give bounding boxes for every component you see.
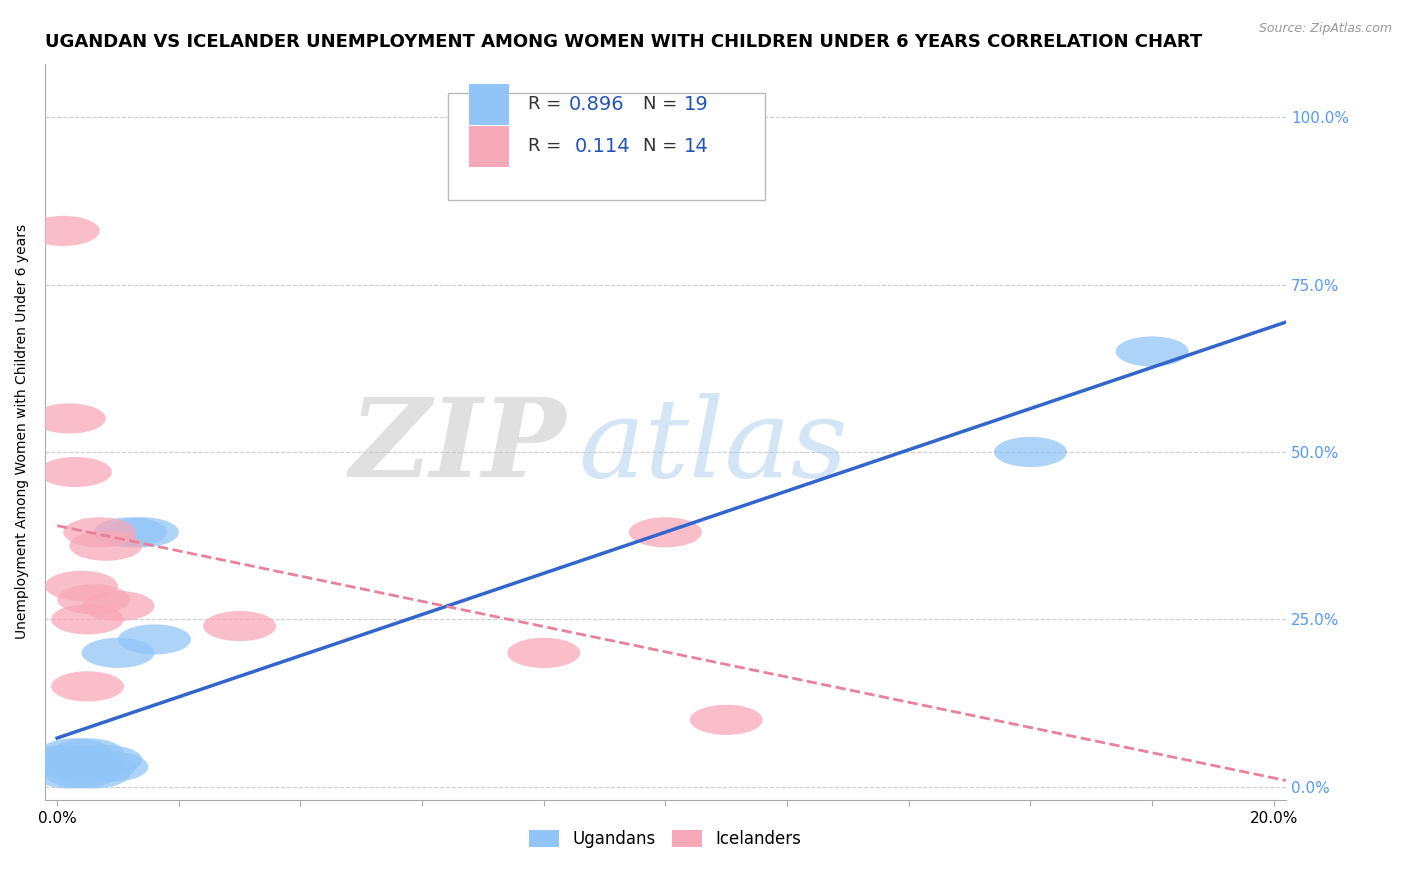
- Ellipse shape: [58, 758, 131, 789]
- FancyBboxPatch shape: [449, 93, 765, 200]
- Ellipse shape: [508, 638, 581, 668]
- Legend: Ugandans, Icelanders: Ugandans, Icelanders: [523, 823, 808, 855]
- Text: 19: 19: [685, 95, 709, 114]
- Ellipse shape: [1115, 336, 1188, 367]
- Ellipse shape: [58, 584, 131, 615]
- Text: 0.896: 0.896: [568, 95, 624, 114]
- Ellipse shape: [69, 531, 142, 561]
- Ellipse shape: [51, 604, 124, 634]
- Text: R =: R =: [527, 95, 567, 113]
- Ellipse shape: [202, 611, 276, 641]
- Ellipse shape: [32, 758, 105, 789]
- Ellipse shape: [82, 591, 155, 621]
- Text: 14: 14: [685, 136, 709, 156]
- Text: atlas: atlas: [579, 392, 848, 500]
- Ellipse shape: [118, 624, 191, 655]
- Ellipse shape: [82, 638, 155, 668]
- Ellipse shape: [63, 752, 136, 781]
- Ellipse shape: [994, 437, 1067, 467]
- Ellipse shape: [690, 705, 763, 735]
- FancyBboxPatch shape: [470, 84, 509, 125]
- Ellipse shape: [69, 745, 142, 775]
- Text: N =: N =: [643, 95, 683, 113]
- Text: UGANDAN VS ICELANDER UNEMPLOYMENT AMONG WOMEN WITH CHILDREN UNDER 6 YEARS CORREL: UGANDAN VS ICELANDER UNEMPLOYMENT AMONG …: [45, 33, 1202, 51]
- Ellipse shape: [27, 745, 100, 775]
- Ellipse shape: [63, 517, 136, 548]
- Text: N =: N =: [643, 137, 683, 155]
- Text: 0.114: 0.114: [575, 136, 630, 156]
- Ellipse shape: [45, 745, 118, 775]
- Text: Source: ZipAtlas.com: Source: ZipAtlas.com: [1258, 22, 1392, 36]
- Text: R =: R =: [527, 137, 572, 155]
- Ellipse shape: [39, 739, 112, 768]
- Ellipse shape: [628, 517, 702, 548]
- Ellipse shape: [39, 752, 112, 781]
- Ellipse shape: [27, 216, 100, 246]
- Ellipse shape: [51, 739, 124, 768]
- Ellipse shape: [51, 752, 124, 781]
- Ellipse shape: [45, 571, 118, 601]
- Ellipse shape: [76, 752, 149, 781]
- FancyBboxPatch shape: [470, 126, 509, 167]
- Ellipse shape: [45, 758, 118, 789]
- Ellipse shape: [32, 403, 105, 434]
- Y-axis label: Unemployment Among Women with Children Under 6 years: Unemployment Among Women with Children U…: [15, 224, 30, 640]
- Ellipse shape: [32, 745, 105, 775]
- Ellipse shape: [105, 517, 179, 548]
- Ellipse shape: [94, 517, 167, 548]
- Text: ZIP: ZIP: [350, 392, 567, 500]
- Ellipse shape: [51, 672, 124, 701]
- Ellipse shape: [39, 457, 112, 487]
